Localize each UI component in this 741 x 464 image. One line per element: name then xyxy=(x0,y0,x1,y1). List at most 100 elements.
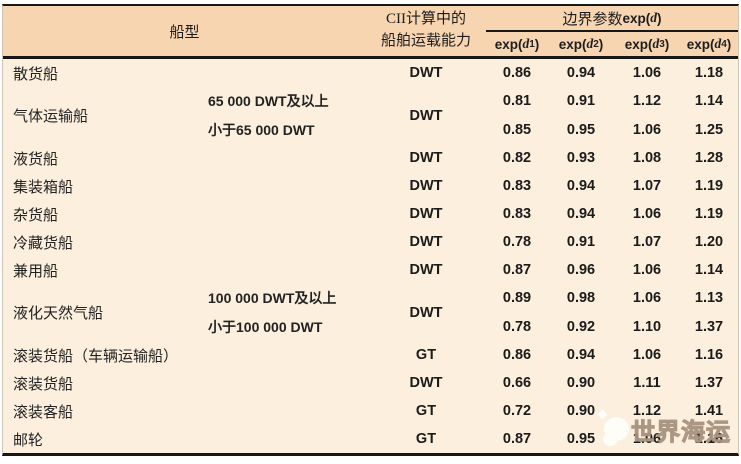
exp-d4-cell: 1.13 xyxy=(694,290,724,307)
exp-d2-pre: exp( xyxy=(558,36,587,52)
table-row-general-cargo: 杂货船 DWT 0.83 0.94 1.06 1.19 xyxy=(3,200,738,228)
exp-d4-cell: 1.25 xyxy=(694,121,724,138)
exp-d1-cell: 0.83 xyxy=(502,178,532,194)
exp-d4-cell: 1.19 xyxy=(694,178,724,194)
ship-type-cell: 滚装客船 xyxy=(13,404,74,421)
exp-d4-cell: 1.18 xyxy=(694,65,724,81)
exp-d4-var: d xyxy=(714,36,722,51)
capacity-cell: DWT xyxy=(409,178,443,194)
exp-d2-var: d xyxy=(586,36,594,51)
ship-type-cell: 冷藏货船 xyxy=(13,235,74,252)
ship-type-cell: 滚装货船 xyxy=(13,376,74,393)
exp-d1-pre: exp( xyxy=(494,36,523,52)
capacity-cell: DWT xyxy=(409,262,443,278)
exp-d1-cell: 0.87 xyxy=(502,262,532,278)
subtype-cell xyxy=(203,369,366,397)
exp-d2-cell: 0.96 xyxy=(566,262,596,278)
exp-d1-cell: 0.81 xyxy=(502,93,532,110)
boundary-title-zh: 边界参数 xyxy=(562,11,623,28)
exp-d1-cell: 0.82 xyxy=(502,150,532,166)
exp-d3-cell: 1.06 xyxy=(632,290,662,307)
table-row-cruise-ship: 邮轮 GT 0.87 0.95 1.06 1.16 xyxy=(3,425,738,453)
table-row-roro-cargo-vehicle-carrier: 滚装货船（车辆运输船） GT 0.86 0.94 1.06 1.16 xyxy=(3,341,738,369)
exp-d3-cell: 1.06 xyxy=(632,431,662,447)
exp-d2-cell: 0.91 xyxy=(566,93,596,110)
exp-d3-cell: 1.08 xyxy=(632,150,662,166)
capacity-header-line1: CII计算中的 xyxy=(386,11,466,28)
capacity-cell: DWT xyxy=(409,375,443,391)
ship-type-cell: 集装箱船 xyxy=(13,179,74,196)
subtype-cell: 小于100 000 DWT xyxy=(208,318,323,335)
subtype-cell xyxy=(203,256,366,284)
table-row-tanker: 液货船 DWT 0.82 0.93 1.08 1.28 xyxy=(3,144,738,172)
boundary-title-var: d xyxy=(650,10,658,25)
ship-type-cell: 邮轮 xyxy=(13,432,44,449)
boundary-params-title: 边界参数 exp( d ) xyxy=(486,6,738,32)
capacity-cell: DWT xyxy=(409,234,443,250)
subtype-cell xyxy=(203,397,366,425)
exp-d1-sub: 1 xyxy=(529,38,535,50)
table-row-combination-carrier: 兼用船 DWT 0.87 0.96 1.06 1.14 xyxy=(3,256,738,284)
exp-d4-cell: 1.14 xyxy=(694,262,724,278)
ship-type-cell: 液货船 xyxy=(13,151,59,168)
exp-d4-cell: 1.28 xyxy=(694,150,724,166)
table-row-gas-carrier: 气体运输船 65 000 DWT及以上 DWT 0.81 0.91 1.12 1… xyxy=(3,87,738,144)
exp-d4-cell: 1.14 xyxy=(694,93,724,110)
ship-type-cell: 兼用船 xyxy=(13,263,59,280)
table-row-container-ship: 集装箱船 DWT 0.83 0.94 1.07 1.19 xyxy=(3,172,738,200)
exp-d1-cell: 0.89 xyxy=(502,290,532,307)
exp-d2-cell: 0.94 xyxy=(566,206,596,222)
exp-d4-cell: 1.16 xyxy=(694,347,724,363)
exp-d2-post: ) xyxy=(598,36,604,52)
exp-d2-cell: 0.92 xyxy=(566,318,596,335)
exp-d2-cell: 0.98 xyxy=(566,290,596,307)
exp-d1-cell: 0.87 xyxy=(502,431,532,447)
exp-d4-cell: 1.41 xyxy=(694,403,724,419)
table-row-roro-passenger: 滚装客船 GT 0.72 0.90 1.12 1.41 xyxy=(3,397,738,425)
exp-d3-cell: 1.07 xyxy=(632,234,662,250)
exp-d1-cell: 0.72 xyxy=(502,403,532,419)
subtype-cell: 100 000 DWT及以上 xyxy=(208,290,337,307)
exp-d1-cell: 0.78 xyxy=(502,318,532,335)
ship-type-cell: 液化天然气船 xyxy=(13,306,104,322)
table-row-roro-cargo: 滚装货船 DWT 0.66 0.90 1.11 1.37 xyxy=(3,369,738,397)
exp-d4-cell: 1.37 xyxy=(694,318,724,335)
exp-d2-cell: 0.95 xyxy=(566,431,596,447)
ship-type-cell: 散货船 xyxy=(13,66,59,83)
exp-d3-sub: 3 xyxy=(659,38,665,50)
exp-d3-cell: 1.06 xyxy=(632,262,662,278)
exp-d2-cell: 0.94 xyxy=(566,347,596,363)
exp-d3-cell: 1.10 xyxy=(632,318,662,335)
capacity-cell: DWT xyxy=(409,150,443,166)
exp-d3-var: d xyxy=(652,36,660,51)
exp-d4-cell: 1.16 xyxy=(694,431,724,447)
exp-d4-cell: 1.20 xyxy=(694,234,724,250)
exp-d1-cell: 0.85 xyxy=(502,121,532,138)
subtype-cell xyxy=(203,341,366,369)
capacity-cell: DWT xyxy=(409,304,443,321)
capacity-cell: GT xyxy=(415,347,437,363)
subtype-cell xyxy=(203,59,366,87)
ship-type-cell: 滚装货船（车辆运输船） xyxy=(13,348,179,365)
exp-d4-cell: 1.37 xyxy=(694,375,724,391)
exp-d1-var: d xyxy=(522,36,530,51)
exp-d3-cell: 1.12 xyxy=(632,403,662,419)
subtype-cell: 小于65 000 DWT xyxy=(208,121,315,138)
exp-d2-cell: 0.95 xyxy=(566,121,596,138)
exp-d3-cell: 1.12 xyxy=(632,93,662,110)
exp-d4-sub: 4 xyxy=(721,38,727,50)
subtype-cell xyxy=(203,172,366,200)
exp-d3-cell: 1.06 xyxy=(632,206,662,222)
boundary-title-close: ) xyxy=(657,10,662,26)
exp-d3-post: ) xyxy=(664,36,670,52)
exp-d2-cell: 0.90 xyxy=(566,375,596,391)
ship-type-cell: 杂货船 xyxy=(13,207,59,224)
table-row-lng-carrier: 液化天然气船 100 000 DWT及以上 DWT 0.89 0.98 1.06… xyxy=(3,284,738,341)
